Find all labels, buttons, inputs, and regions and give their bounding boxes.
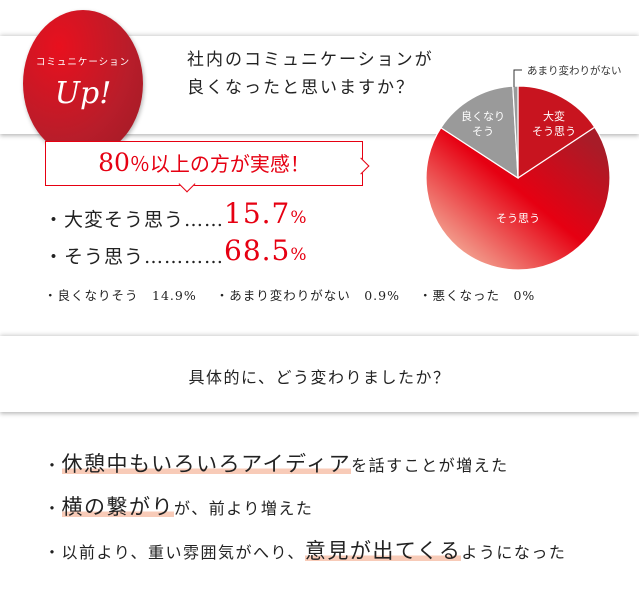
minor-result: ・良くなりそう 14.9% [44,288,197,303]
bullet: ・ [44,543,62,562]
point-text: 以前より、重い雰囲気がへり、 [61,543,305,562]
pie-slice [517,85,596,180]
result-row: ・大変そう思う…… 15.7% [44,197,306,232]
slice-label-agree: そう思う [496,212,540,225]
minor-result: ・あまり変わりがない 0.9% [215,288,400,303]
badge-label: コミュニケーション [35,57,131,68]
pie-slice [512,85,519,179]
question-line-2: 良くなったと思いますか？ [187,78,415,98]
minor-results: ・良くなりそう 14.9% ・あまり変わりがない 0.9% ・悪くなった 0% [44,285,549,304]
bullet: ・ [44,456,62,475]
highlight-text: 休憩中もいろいろアイディア [61,452,352,476]
highlight-text: 意見が出てくる [304,539,462,563]
callout-text: ％以上の方が実感！ [129,152,310,176]
callout-box: 80％以上の方が実感！ [45,141,363,186]
pie-slice [425,126,611,271]
result-row: ・そう思う………… 68.5% [44,234,306,269]
slice-label-very-2: そう思う [532,125,576,138]
section2-banner [0,336,639,412]
question-title: 社内のコミュニケーションが 良くなったと思いますか？ [187,46,434,102]
leader-line [513,69,522,87]
badge-up: Up! [54,76,112,111]
communication-up-badge: コミュニケーション Up! [23,10,143,157]
section2-question: 具体的に、どう変わりましたか？ [188,368,451,387]
highlight-text: 横の繋がり [61,495,175,519]
result-unit: % [290,208,308,228]
change-point: ・休憩中もいろいろアイディアを話すことが増えた [44,448,509,478]
point-text: ようになった [461,543,567,562]
slice-label-very: 大変 [543,109,565,123]
slice-label-unchanged: あまり変わりがない [527,64,622,77]
minor-result: ・悪くなった 0% [418,288,536,303]
bullet: ・ [44,499,62,518]
callout-number: 80 [98,148,130,177]
point-text: が、前より増えた [174,499,314,518]
change-point: ・以前より、重い雰囲気がへり、意見が出てくるようになった [44,535,566,565]
result-value: 15.7 [224,197,291,230]
result-label: ・大変そう思う…… [44,209,225,231]
slice-label-better-2: そう [472,125,494,138]
question-line-1: 社内のコミュニケーションが [187,50,434,70]
change-point: ・横の繋がりが、前より増えた [44,491,313,521]
point-text: を話すことが増えた [351,456,509,475]
result-label: ・そう思う………… [44,246,225,268]
pie-slice [440,85,519,180]
slice-label-better: 良くなり [461,109,505,123]
result-value: 68.5 [224,234,291,267]
result-unit: % [290,245,308,265]
